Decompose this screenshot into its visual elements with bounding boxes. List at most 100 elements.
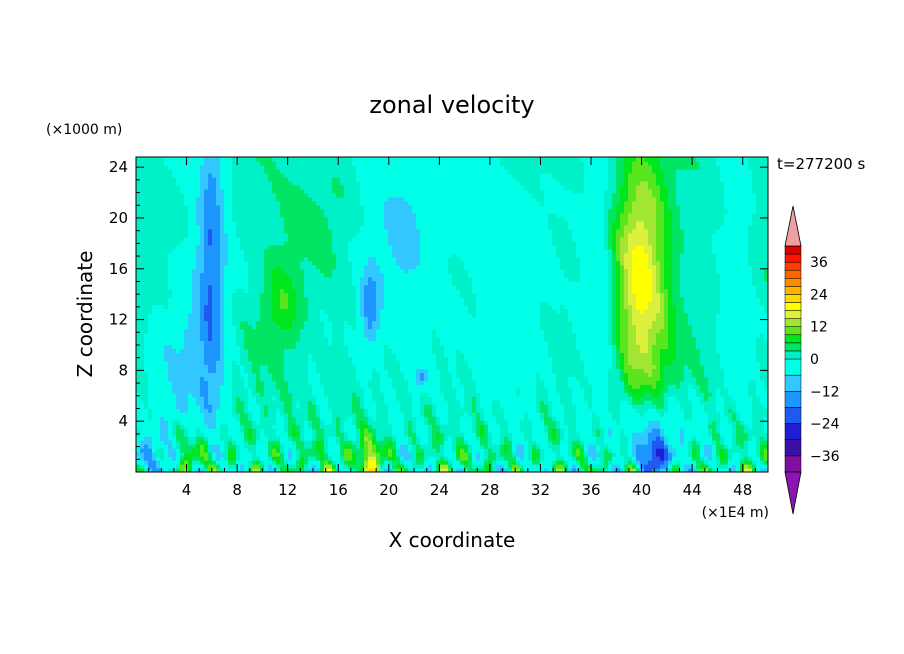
heatmap-cell (148, 344, 153, 349)
heatmap-cell (312, 300, 317, 306)
heatmap-cell (388, 456, 393, 461)
heatmap-cell (320, 236, 325, 242)
heatmap-cell (332, 200, 337, 206)
heatmap-cell (200, 368, 205, 373)
heatmap-cell (192, 364, 197, 369)
heatmap-cell (324, 400, 329, 405)
heatmap-cell (140, 184, 145, 190)
heatmap-cell (256, 368, 261, 373)
heatmap-cell (296, 436, 301, 441)
heatmap-cell (284, 452, 289, 457)
heatmap-cell (160, 296, 165, 302)
heatmap-cell (196, 176, 201, 182)
heatmap-cell (208, 436, 213, 441)
heatmap-cell (276, 292, 281, 298)
heatmap-cell (384, 188, 389, 194)
heatmap-cell (144, 400, 149, 405)
heatmap-cell (220, 392, 225, 397)
heatmap-cell (276, 312, 281, 318)
heatmap-cell (284, 224, 289, 230)
heatmap-cell (304, 360, 309, 365)
heatmap-cell (360, 180, 365, 186)
heatmap-cell (260, 416, 265, 421)
heatmap-cell (384, 300, 389, 306)
heatmap-cell (364, 428, 369, 433)
heatmap-cell (372, 244, 377, 250)
heatmap-cell (304, 200, 309, 206)
heatmap-cell (300, 348, 305, 353)
heatmap-cell (140, 372, 145, 377)
heatmap-cell (168, 344, 173, 349)
heatmap-cell (196, 312, 201, 318)
heatmap-cell (152, 304, 157, 310)
heatmap-cell (224, 220, 229, 226)
heatmap-cell (320, 424, 325, 429)
heatmap-cell (324, 220, 329, 226)
heatmap-cell (268, 296, 273, 302)
heatmap-cell (160, 232, 165, 238)
heatmap-cell (236, 200, 241, 206)
heatmap-cell (176, 164, 181, 170)
heatmap-cell (148, 240, 153, 246)
heatmap-cell (180, 288, 185, 294)
heatmap-cell (316, 388, 321, 393)
heatmap-cell (184, 460, 189, 465)
heatmap-cell (200, 272, 205, 278)
heatmap-cell (144, 284, 149, 290)
heatmap-cell (352, 232, 357, 238)
heatmap-cell (144, 268, 149, 274)
heatmap-cell (188, 372, 193, 377)
heatmap-cell (144, 192, 149, 198)
heatmap-cell (356, 376, 361, 381)
heatmap-cell (216, 368, 221, 373)
heatmap-cell (292, 276, 297, 282)
heatmap-cell (308, 296, 313, 302)
heatmap-cell (292, 220, 297, 226)
heatmap-cell (272, 252, 277, 258)
heatmap-cell (248, 432, 253, 437)
heatmap-cell (376, 416, 381, 421)
heatmap-cell (180, 452, 185, 457)
heatmap-cell (180, 408, 185, 413)
heatmap-cell (300, 364, 305, 369)
heatmap-cell (304, 468, 309, 472)
heatmap-cell (252, 448, 257, 453)
heatmap-cell (336, 288, 341, 294)
heatmap-cell (240, 184, 245, 190)
heatmap-cell (212, 252, 217, 258)
heatmap-cell (348, 444, 353, 449)
heatmap-cell (256, 268, 261, 274)
heatmap-cell (156, 192, 161, 198)
heatmap-cell (180, 240, 185, 246)
heatmap-cell (224, 236, 229, 242)
heatmap-cell (332, 416, 337, 421)
heatmap-cell (228, 312, 233, 318)
heatmap-cell (388, 432, 393, 437)
heatmap-cell (176, 380, 181, 385)
heatmap-cell (228, 380, 233, 385)
heatmap-cell (384, 248, 389, 254)
heatmap-cell (160, 356, 165, 361)
heatmap-cell (228, 264, 233, 270)
heatmap-cell (164, 196, 169, 202)
heatmap-cell (308, 464, 313, 469)
heatmap-cell (312, 236, 317, 242)
heatmap-cell (256, 388, 261, 393)
heatmap-cell (264, 368, 269, 373)
heatmap-cell (364, 196, 369, 202)
heatmap-cell (176, 372, 181, 377)
heatmap-cell (216, 448, 221, 453)
heatmap-cell (276, 440, 281, 445)
heatmap-cell (208, 244, 213, 250)
heatmap-cell (184, 204, 189, 210)
heatmap-cell (304, 356, 309, 361)
heatmap-cell (180, 412, 185, 417)
heatmap-cell (240, 176, 245, 182)
heatmap-cell (176, 464, 181, 469)
heatmap-cell (340, 340, 345, 346)
heatmap-cell (280, 388, 285, 393)
heatmap-cell (312, 452, 317, 457)
heatmap-cell (200, 244, 205, 250)
heatmap-cell (384, 412, 389, 417)
heatmap-cell (256, 408, 261, 413)
